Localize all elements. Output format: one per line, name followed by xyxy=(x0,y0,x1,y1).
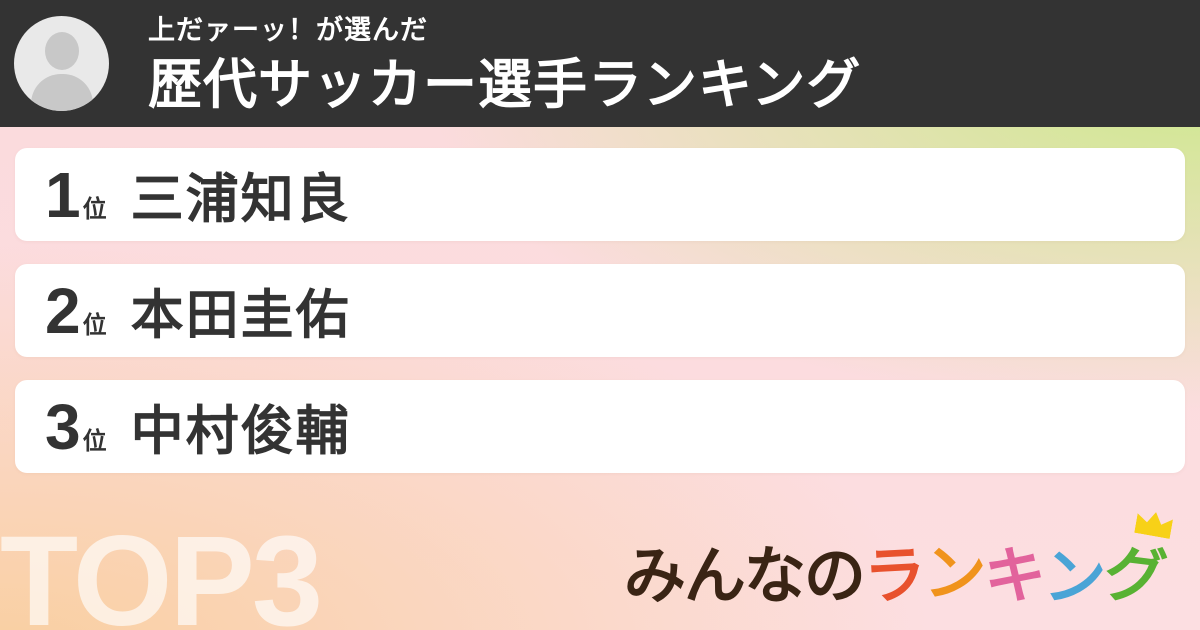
header-text: 上だァーッ！が選んだ 歴代サッカー選手ランキング xyxy=(148,13,1178,117)
page-title: 歴代サッカー選手ランキング xyxy=(148,55,862,115)
person-icon xyxy=(30,74,93,111)
ranking-item-3: 3 位 中村俊輔 xyxy=(15,380,1185,473)
logo-char-gu: グ xyxy=(1100,538,1169,615)
logo-text-minnano: みんなの xyxy=(623,542,866,611)
player-name: 三浦知良 xyxy=(130,169,351,229)
ranking-item-2: 2 位 本田圭佑 xyxy=(15,264,1185,357)
top3-watermark: TOP3 xyxy=(0,510,323,630)
ranking-item-1: 1 位 三浦知良 xyxy=(15,148,1185,241)
ranking-author-subtitle: 上だァーッ！が選んだ xyxy=(148,15,428,45)
player-name: 本田圭佑 xyxy=(130,285,351,345)
logo-char-ki: キ xyxy=(982,540,1046,613)
ranking-row: 3 位 中村俊輔 xyxy=(45,389,351,465)
ranking-row: 1 位 三浦知良 xyxy=(45,157,351,233)
rank-number: 2 xyxy=(45,274,81,347)
crown-icon xyxy=(1134,509,1174,539)
person-icon xyxy=(44,32,79,70)
rank-unit: 位 xyxy=(82,195,107,223)
header: 上だァーッ！が選んだ 歴代サッカー選手ランキング xyxy=(0,0,1200,127)
logo-char-n1: ン xyxy=(922,538,986,611)
site-logo: みんなの ラ ン キ ン グ xyxy=(623,538,1164,615)
avatar xyxy=(14,16,109,111)
rank-number: 1 xyxy=(45,158,81,231)
player-name: 中村俊輔 xyxy=(130,401,351,461)
ranking-row: 2 位 本田圭佑 xyxy=(45,273,351,349)
rank-unit: 位 xyxy=(82,311,107,339)
logo-char-n2: ン xyxy=(1042,542,1106,615)
rank-unit: 位 xyxy=(82,427,107,455)
rank-number: 3 xyxy=(45,390,81,463)
logo-char-ra: ラ xyxy=(862,540,926,613)
